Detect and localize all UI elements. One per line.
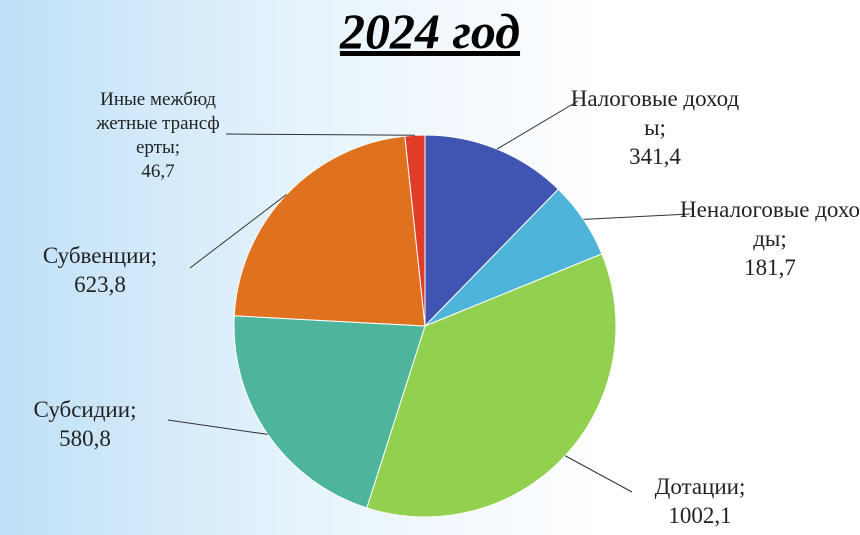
category-name: Субсидии	[33, 397, 131, 422]
leader-line	[225, 133, 415, 136]
separator: ;	[130, 397, 137, 422]
value-label: 341,4	[629, 144, 681, 169]
leader-line	[583, 213, 691, 220]
category-name: Дотации	[654, 474, 739, 499]
separator: ;	[150, 243, 158, 268]
slice-label: Иные межбюджетные трансферты; 46,7	[96, 88, 220, 184]
slice-label: Налоговые доходы; 341,4	[565, 84, 745, 171]
slice-label: Субсидии; 580,8	[10, 395, 160, 453]
chart-title: 2024 год	[339, 3, 521, 59]
value-label: 623,8	[74, 272, 126, 297]
slice-label: Субвенции; 623,8	[10, 241, 190, 299]
value-label: 580,8	[59, 426, 111, 451]
category-name: Налоговые доходы	[570, 86, 740, 140]
separator: ;	[659, 115, 666, 140]
separator: ;	[174, 137, 181, 158]
leader-line	[167, 419, 268, 435]
value-label: 1002,1	[668, 503, 732, 528]
slice-label: Неналоговые доходы; 181,7	[680, 195, 860, 282]
value-label: 181,7	[744, 255, 796, 280]
category-name: Иные межбюджетные трансферты	[96, 89, 220, 158]
leader-line	[496, 100, 579, 150]
separator: ;	[780, 226, 787, 251]
pie-slice	[424, 134, 560, 328]
value-label: 46,7	[141, 161, 175, 182]
pie-slice	[233, 135, 426, 327]
leader-line	[189, 194, 287, 269]
category-name: Субвенции	[42, 243, 151, 268]
separator: ;	[738, 474, 746, 499]
leader-line	[564, 455, 633, 493]
slice-label: Дотации; 1002,1	[625, 472, 775, 530]
category-name: Неналоговые доходы	[680, 197, 860, 251]
